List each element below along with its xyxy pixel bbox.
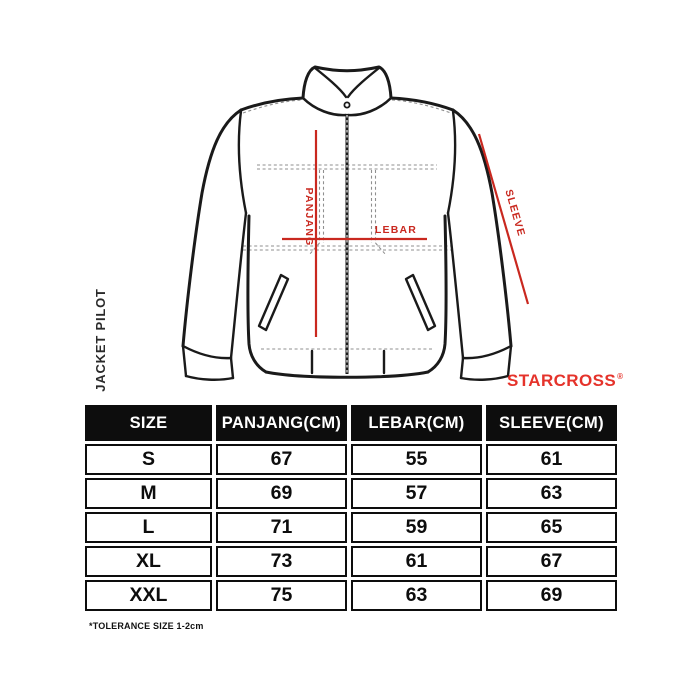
- cell-sleeve: 63: [486, 478, 617, 509]
- column-header-lebar: LEBAR(CM): [351, 405, 482, 441]
- cell-panjang: 73: [216, 546, 347, 577]
- product-name-vertical: JACKET PILOT: [93, 288, 108, 392]
- zipper: [343, 101, 351, 374]
- cuff-right: [459, 344, 513, 381]
- cell-lebar: 61: [351, 546, 482, 577]
- cell-panjang: 75: [216, 580, 347, 611]
- pocket-right: [404, 273, 437, 332]
- tolerance-footnote: *TOLERANCE SIZE 1-2cm: [89, 621, 204, 631]
- cell-size: S: [85, 444, 212, 475]
- cell-sleeve: 67: [486, 546, 617, 577]
- brand-logo: STARCROSS®: [507, 371, 623, 391]
- pocket-left: [257, 273, 290, 332]
- cell-panjang: 69: [216, 478, 347, 509]
- column-header-size: SIZE: [85, 405, 212, 441]
- column-header-panjang: PANJANG(CM): [216, 405, 347, 441]
- cell-size: XL: [85, 546, 212, 577]
- sleeve-dimension-line: [477, 133, 530, 305]
- cell-sleeve: 69: [486, 580, 617, 611]
- cell-sleeve: 65: [486, 512, 617, 543]
- cell-panjang: 71: [216, 512, 347, 543]
- cell-panjang: 67: [216, 444, 347, 475]
- brand-logo-text: STARCROSS: [507, 371, 617, 390]
- jacket-outline: [181, 65, 513, 381]
- zipper-pull: [343, 101, 351, 109]
- cell-lebar: 55: [351, 444, 482, 475]
- cell-sleeve: 61: [486, 444, 617, 475]
- panjang-label: PANJANG: [303, 188, 315, 247]
- column-header-sleeve: SLEEVE(CM): [486, 405, 617, 441]
- cell-lebar: 59: [351, 512, 482, 543]
- cell-size: L: [85, 512, 212, 543]
- lebar-label: LEBAR: [375, 224, 417, 236]
- cell-lebar: 57: [351, 478, 482, 509]
- cuff-left: [181, 344, 235, 381]
- cell-lebar: 63: [351, 580, 482, 611]
- jacket-illustration: PANJANG LEBAR SLEEVE: [181, 65, 530, 381]
- size-table: SIZE PANJANG(CM) LEBAR(CM) SLEEVE(CM) S …: [85, 405, 617, 611]
- cell-size: M: [85, 478, 212, 509]
- registered-trademark-icon: ®: [617, 372, 624, 382]
- cell-size: XXL: [85, 580, 212, 611]
